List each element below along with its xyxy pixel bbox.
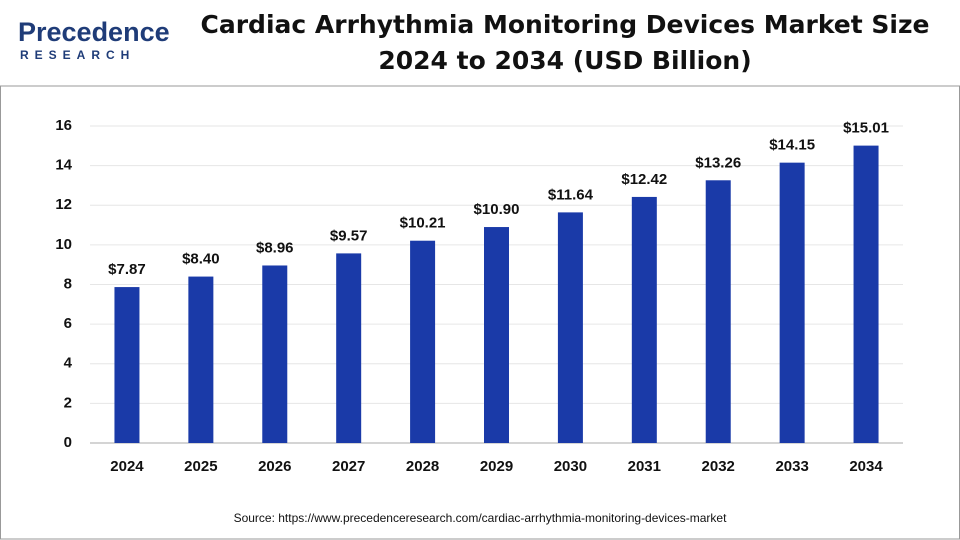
bar <box>779 162 805 443</box>
x-tick-label: 2033 <box>775 458 808 475</box>
bar <box>484 227 509 443</box>
bar <box>853 145 879 443</box>
x-tick-label: 2034 <box>849 458 883 475</box>
y-tick-label: 0 <box>64 434 72 451</box>
bar <box>114 287 140 443</box>
bar <box>188 276 214 443</box>
x-tick-label: 2028 <box>406 458 439 475</box>
value-label: $10.21 <box>400 215 446 232</box>
y-tick-label: 14 <box>55 157 72 174</box>
logo-tagline: RESEARCH <box>20 48 135 62</box>
value-label: $8.96 <box>256 239 294 256</box>
chart-title: Cardiac Arrhythmia Monitoring Devices Ma… <box>201 10 930 39</box>
x-tick-label: 2029 <box>480 458 513 475</box>
value-label: $10.90 <box>474 201 520 218</box>
bar <box>557 212 583 443</box>
x-tick-label: 2030 <box>554 458 587 475</box>
value-label: $14.15 <box>769 137 815 154</box>
x-tick-label: 2027 <box>332 458 365 475</box>
x-tick-label: 2031 <box>628 458 661 475</box>
chart-subtitle: 2024 to 2034 (USD Billion) <box>378 46 751 75</box>
value-label: $8.40 <box>182 251 220 268</box>
y-tick-label: 10 <box>55 236 72 253</box>
y-tick-label: 16 <box>55 117 72 134</box>
x-tick-label: 2024 <box>110 458 144 475</box>
y-tick-label: 2 <box>64 394 72 411</box>
value-label: $12.42 <box>621 171 667 188</box>
y-tick-label: 12 <box>55 196 72 213</box>
y-tick-label: 6 <box>64 315 72 332</box>
value-label: $15.01 <box>843 120 889 137</box>
bar <box>262 265 288 443</box>
source: Source: https://www.precedenceresearch.c… <box>234 511 728 525</box>
bar <box>631 196 657 443</box>
x-tick-label: 2026 <box>258 458 291 475</box>
bar <box>336 253 362 443</box>
value-label: $13.26 <box>695 154 741 171</box>
y-tick-label: 4 <box>64 355 73 372</box>
x-tick-label: 2032 <box>702 458 735 475</box>
logo: Precedence RESEARCH <box>18 17 170 62</box>
value-label: $11.64 <box>548 186 594 203</box>
value-label: $7.87 <box>108 261 146 278</box>
value-label: $9.57 <box>330 227 368 244</box>
bar <box>705 180 731 443</box>
y-tick-label: 8 <box>64 275 72 292</box>
bar <box>410 240 436 443</box>
logo-name: Precedence <box>18 17 170 47</box>
x-tick-label: 2025 <box>184 458 217 475</box>
